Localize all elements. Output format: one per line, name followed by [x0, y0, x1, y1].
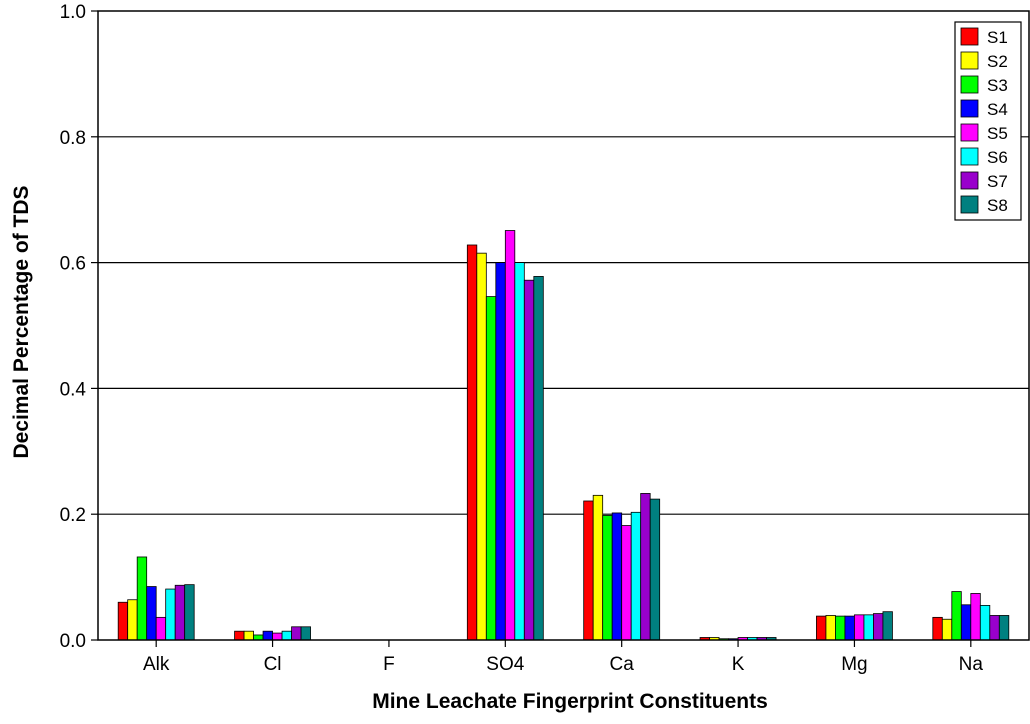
bar-s4-so4 [496, 263, 506, 640]
y-tick-label: 0.6 [60, 254, 86, 275]
x-tick-label: F [383, 654, 395, 675]
legend-swatch-s4 [961, 100, 978, 117]
bar-s2-alk [128, 600, 138, 640]
bar-s1-mg [816, 616, 826, 640]
y-tick-label: 0.0 [60, 631, 86, 652]
bar-s3-ca [603, 515, 613, 640]
x-tick-label: K [732, 654, 745, 675]
legend-swatch-s7 [961, 172, 978, 189]
bar-s3-cl [254, 635, 264, 640]
x-tick-label: Ca [610, 654, 635, 675]
bar-s7-mg [873, 614, 883, 640]
bar-s2-mg [826, 615, 836, 640]
bar-s4-na [961, 605, 971, 640]
y-tick-label: 0.8 [60, 128, 86, 149]
legend-swatch-s2 [961, 52, 978, 69]
legend-label-s7: S7 [987, 172, 1008, 191]
bar-s3-mg [835, 616, 845, 640]
bar-s6-alk [166, 589, 176, 640]
legend: S1 S2 S3 S4 S5 S6 S7 S8 [955, 22, 1021, 220]
bar-s1-na [933, 617, 943, 640]
legend-label-s2: S2 [987, 52, 1008, 71]
bar-s8-mg [883, 612, 893, 640]
y-axis-title: Decimal Percentage of TDS [10, 185, 33, 458]
legend-label-s4: S4 [987, 100, 1008, 119]
bar-s7-ca [641, 493, 651, 640]
bar-s8-na [999, 615, 1009, 640]
bar-s8-cl [301, 627, 311, 640]
bar-s5-alk [156, 617, 166, 640]
legend-swatch-s6 [961, 148, 978, 165]
y-tick-label: 0.2 [60, 505, 86, 526]
x-tick-label: Mg [841, 654, 867, 675]
bar-s2-cl [244, 631, 254, 640]
bar-s5-cl [273, 633, 283, 640]
legend-label-s3: S3 [987, 76, 1008, 95]
bar-s4-ca [612, 513, 622, 640]
bar-s7-so4 [524, 280, 534, 640]
bar-s1-cl [235, 631, 245, 640]
bar-s2-na [942, 619, 952, 640]
bar-s1-ca [584, 501, 594, 640]
legend-swatch-s8 [961, 196, 978, 213]
legend-swatch-s1 [961, 28, 978, 45]
bar-s7-cl [292, 627, 302, 640]
x-axis-title: Mine Leachate Fingerprint Constituents [372, 690, 768, 713]
bar-s4-cl [263, 631, 273, 640]
bar-s1-so4 [467, 245, 477, 640]
bar-s3-so4 [486, 297, 496, 640]
bar-s2-so4 [477, 253, 487, 640]
legend-swatch-s5 [961, 124, 978, 141]
bar-s8-ca [650, 499, 660, 640]
bar-s4-mg [845, 616, 855, 640]
y-tick-label: 0.4 [60, 379, 87, 400]
bar-s5-ca [622, 526, 632, 640]
x-tick-label: Na [959, 654, 984, 675]
bar-s7-na [990, 615, 1000, 640]
bar-s5-so4 [505, 231, 515, 640]
bar-s6-cl [282, 631, 292, 640]
legend-label-s1: S1 [987, 28, 1008, 47]
bar-s1-alk [118, 602, 128, 640]
bar-s8-alk [185, 585, 195, 640]
bar-s6-mg [864, 615, 874, 640]
x-tick-label: Cl [264, 654, 282, 675]
bar-s6-ca [631, 512, 641, 640]
bar-s6-so4 [515, 263, 525, 640]
bar-s4-alk [147, 587, 157, 640]
bar-s3-alk [137, 557, 147, 640]
y-tick-label: 1.0 [60, 2, 86, 23]
legend-label-s5: S5 [987, 124, 1008, 143]
bar-s3-na [952, 592, 962, 640]
bar-s6-na [980, 605, 990, 640]
bar-s8-so4 [534, 276, 544, 640]
bar-s7-alk [175, 585, 185, 640]
x-tick-label: SO4 [486, 654, 524, 675]
bar-s2-ca [593, 495, 603, 640]
legend-swatch-s3 [961, 76, 978, 93]
legend-label-s8: S8 [987, 196, 1008, 215]
legend-label-s6: S6 [987, 148, 1008, 167]
x-tick-label: Alk [143, 654, 170, 675]
bar-s5-mg [854, 615, 864, 640]
bar-s5-na [971, 593, 981, 640]
